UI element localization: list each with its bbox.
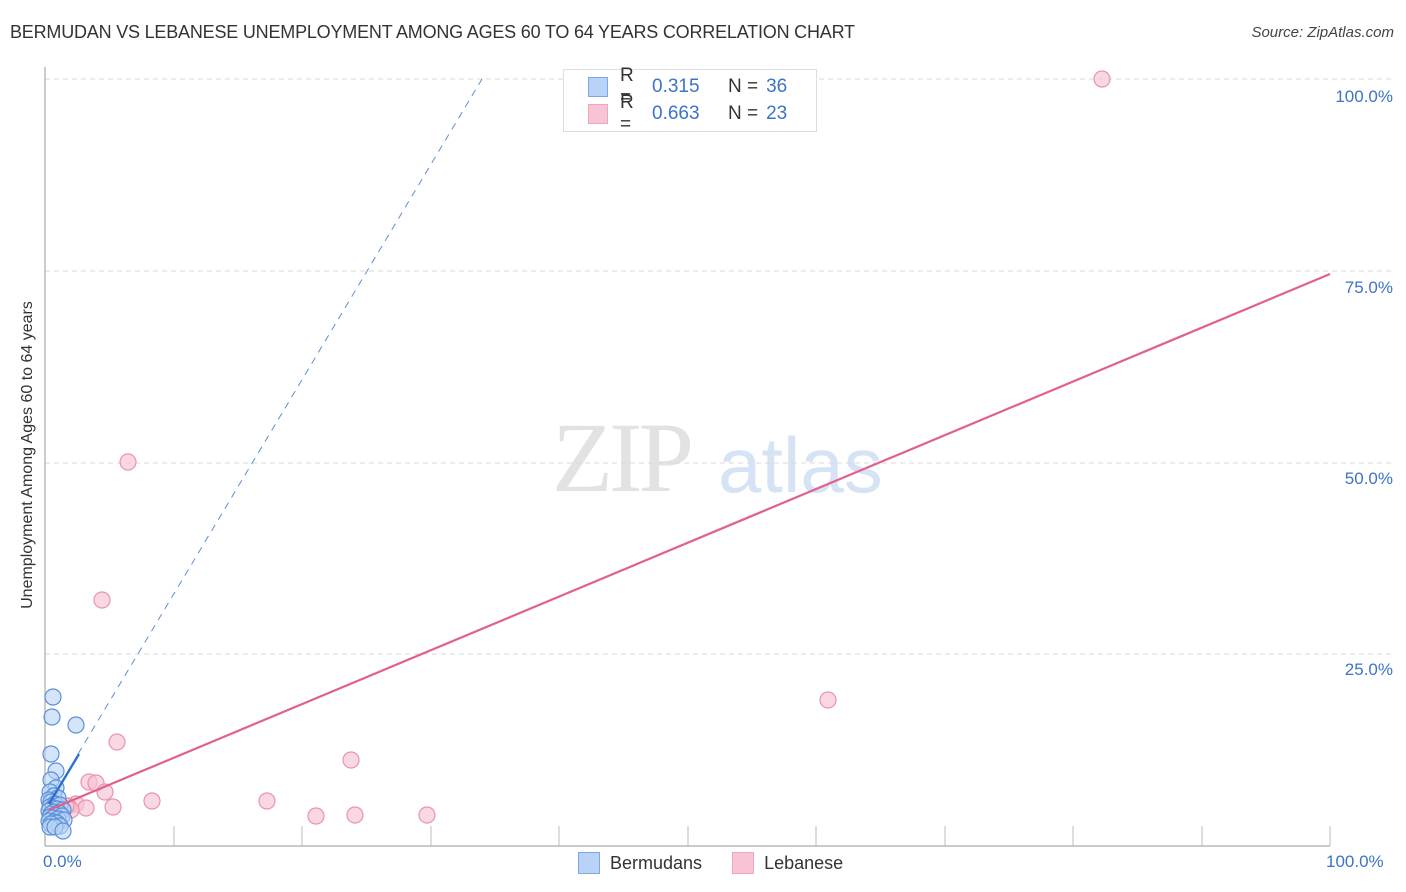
lebanese-swatch-icon: [732, 852, 755, 874]
bermudans-swatch-icon: [588, 77, 608, 97]
r-label: R =: [620, 92, 634, 135]
watermark-atlas: atlas: [718, 421, 883, 509]
r-value: 0.315: [652, 76, 700, 97]
y-tick-100: 100.0%: [1335, 87, 1393, 106]
n-label: N =: [728, 76, 759, 97]
n-value: 36: [766, 76, 788, 97]
axes: [44, 67, 1331, 847]
n-value: 23: [766, 103, 788, 124]
y-axis-label: Unemployment Among Ages 60 to 64 years: [19, 301, 36, 609]
y-tick-50: 50.0%: [1344, 469, 1393, 488]
correlation-legend: R = 0.315 N = 36 R = 0.663 N = 23: [563, 65, 817, 135]
bermudans-points: [40, 688, 85, 840]
legend-row-bermudans: R = 0.315 N = 36: [588, 65, 788, 108]
series-legend: Bermudans Lebanese: [578, 852, 873, 874]
r-label: R =: [620, 65, 634, 108]
source-label: Source: ZipAtlas.com: [1251, 24, 1394, 41]
legend-item-lebanese[interactable]: Lebanese: [732, 852, 843, 874]
chart-title: BERMUDAN VS LEBANESE UNEMPLOYMENT AMONG …: [10, 22, 855, 42]
n-label: N =: [728, 103, 759, 124]
x-tick-0: 0.0%: [43, 852, 82, 871]
y-tick-25: 25.0%: [1344, 660, 1393, 679]
lebanese-swatch-icon: [588, 104, 608, 124]
legend-row-lebanese: R = 0.663 N = 23: [588, 92, 788, 135]
legend-label-lebanese: Lebanese: [764, 852, 844, 873]
y-tick-75: 75.0%: [1344, 278, 1393, 297]
legend-label-bermudans: Bermudans: [610, 852, 703, 873]
lebanese-points: [46, 70, 1111, 825]
legend-item-bermudans[interactable]: Bermudans: [578, 852, 702, 874]
r-value: 0.663: [652, 103, 700, 124]
lebanese-trendline: [48, 272, 1331, 812]
x-tick-100: 100.0%: [1326, 852, 1384, 871]
bermudans-trendline: [47, 753, 81, 805]
gridlines: [45, 78, 1393, 655]
watermark-zip: ZIP: [552, 402, 694, 513]
bermudans-trendline-extended: [77, 78, 483, 755]
bermudans-swatch-icon: [578, 852, 600, 874]
